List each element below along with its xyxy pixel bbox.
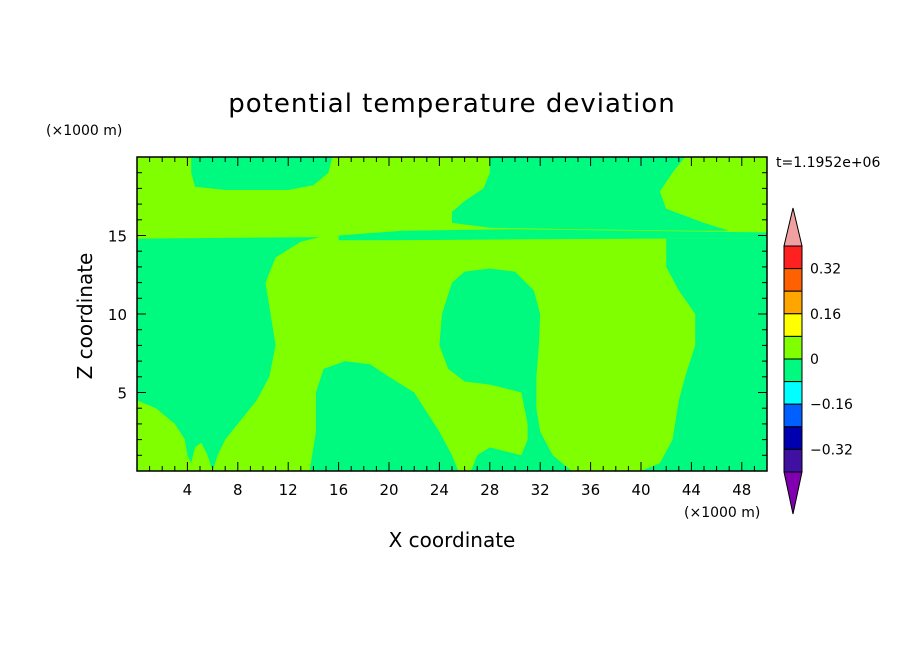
x-tick-label: 16 [329, 481, 348, 499]
x-tick-label: 20 [379, 481, 398, 499]
colorbar-bottom-arrow [783, 471, 803, 515]
contour-region-4 [338, 229, 767, 241]
colorbar-tick-label: 0.32 [810, 262, 841, 278]
colorbar-swatch [783, 358, 803, 383]
x-tick-label: 8 [233, 481, 243, 499]
colorbar-swatch [783, 381, 803, 405]
colorbar-tick-label: −0.16 [810, 397, 853, 413]
contour-region-0 [137, 237, 320, 471]
colorbar-swatch [783, 448, 803, 473]
time-label: t=1.1952e+06 [776, 155, 880, 171]
colorbar-swatch [783, 403, 803, 428]
x-tick-label: 32 [531, 481, 550, 499]
x-tick-label: 36 [581, 481, 600, 499]
colorbar-tick-label: −0.32 [810, 442, 853, 458]
colorbar: 0.32 0.16 0 −0.16 −0.32 [783, 207, 853, 515]
x-tick-label: 24 [430, 481, 449, 499]
y-tick-label: 10 [108, 306, 127, 324]
contour-region-3 [439, 268, 572, 471]
colorbar-tick-label: 0.16 [810, 307, 841, 323]
colorbar-top-arrow [783, 207, 803, 247]
colorbar-swatch [783, 335, 803, 360]
x-tick-label: 48 [732, 481, 751, 499]
y-axis-ticks: 5 10 15 [108, 172, 767, 456]
contour-region-5 [191, 157, 333, 190]
colorbar-swatch [783, 313, 803, 337]
contour-region-2 [309, 361, 459, 471]
colorbar-swatch [783, 290, 803, 315]
x-tick-label: 40 [631, 481, 650, 499]
colorbar-swatch [783, 268, 803, 292]
x-tick-label: 12 [279, 481, 298, 499]
x-tick-label: 28 [480, 481, 499, 499]
colorbar-swatch [783, 426, 803, 450]
y-tick-label: 5 [117, 385, 127, 403]
x-tick-label: 44 [682, 481, 701, 499]
x-axis-label: X coordinate [389, 528, 516, 552]
x-axis-ticks: 4 8 12 16 20 24 28 32 36 40 44 48 [149, 157, 755, 499]
x-tick-label: 4 [183, 481, 193, 499]
colorbar-tick-label: 0 [810, 352, 819, 368]
chart-title: potential temperature deviation [228, 89, 675, 119]
contour-region-1 [641, 238, 767, 471]
contour-regions [137, 157, 767, 471]
x-unit-label: (×1000 m) [684, 505, 760, 521]
y-tick-label: 15 [108, 228, 127, 246]
y-unit-label: (×1000 m) [46, 123, 122, 139]
contour-region-6 [452, 157, 730, 231]
colorbar-swatch [783, 245, 803, 270]
y-axis-label: Z coordinate [73, 253, 97, 380]
